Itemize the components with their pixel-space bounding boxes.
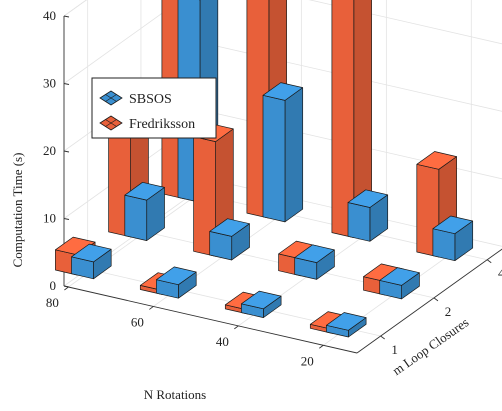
x-axis-label: N Rotations <box>144 387 206 402</box>
legend: SBSOS Fredriksson <box>91 77 217 139</box>
z-tick-label: 40 <box>43 8 56 23</box>
bar-face-top <box>209 218 250 237</box>
bar-sbsos <box>347 189 389 242</box>
bar-sbsos <box>326 312 367 338</box>
bar-face-front <box>124 194 148 241</box>
z-tick <box>63 150 70 153</box>
x-tick <box>149 306 154 310</box>
bar-face-front <box>331 0 355 238</box>
bar-sbsos <box>156 266 197 299</box>
z-tick-label: 0 <box>50 278 57 293</box>
bar-face-top <box>347 189 389 208</box>
z-axis-label: Computation Time (s) <box>10 153 25 268</box>
bar-face-front <box>432 228 456 262</box>
y-tick-label: 2 <box>445 304 452 319</box>
legend-swatch-edge <box>105 119 117 127</box>
legend-entry-fredriksson <box>99 115 123 131</box>
x-tick <box>319 344 324 349</box>
x-tick-label: 80 <box>46 295 59 310</box>
bar-face-top <box>71 243 112 263</box>
bar-face-top <box>416 151 457 170</box>
bar-face-top <box>241 290 282 310</box>
bar-face-front <box>262 94 286 223</box>
legend-swatch-edge <box>105 94 117 102</box>
bar-face-top <box>156 266 197 286</box>
bar-face-top <box>294 244 335 263</box>
bar-face-top <box>432 215 474 235</box>
x-tick-label: 20 <box>301 353 314 368</box>
bar-face-top <box>326 312 367 331</box>
bar-face-top <box>124 181 165 201</box>
bars-layer <box>55 0 474 338</box>
x-tick-label: 40 <box>216 334 229 349</box>
z-tick-label: 30 <box>43 76 56 91</box>
grid-line <box>63 0 182 84</box>
z-tick <box>63 83 70 85</box>
bar-sbsos <box>71 243 112 280</box>
bar-fredriksson <box>331 0 372 238</box>
bar-sbsos <box>432 215 474 262</box>
legend-entry-sbsos <box>99 90 123 106</box>
bar-face-front <box>347 202 371 242</box>
y-tick <box>486 259 492 264</box>
z-tick-label: 20 <box>43 143 56 158</box>
z-tick-label: 10 <box>43 211 56 226</box>
bar-sbsos <box>294 244 335 280</box>
legend-label-sbsos: SBSOS <box>129 92 172 107</box>
y-tick <box>380 335 385 340</box>
bar-sbsos <box>262 82 304 223</box>
bar-face-top <box>379 267 420 286</box>
axis-line <box>356 248 502 354</box>
y-tick <box>433 297 439 302</box>
bar-face-side <box>284 87 304 223</box>
y-axis-label: m Loop Closures <box>389 314 471 378</box>
legend-label-fredriksson: Fredriksson <box>129 117 195 132</box>
x-tick-label: 60 <box>131 314 144 329</box>
bar-sbsos <box>124 181 165 241</box>
z-tick <box>63 218 70 220</box>
bar-sbsos <box>379 267 420 300</box>
axis-line <box>63 285 358 354</box>
x-tick <box>234 325 239 330</box>
bar-sbsos <box>209 218 250 261</box>
y-tick-label: 1 <box>391 342 398 357</box>
bar-face-top <box>262 82 304 101</box>
z-tick <box>63 15 70 18</box>
y-tick-label: 4 <box>498 266 502 281</box>
bar-sbsos <box>241 290 282 318</box>
x-tick <box>64 286 69 291</box>
